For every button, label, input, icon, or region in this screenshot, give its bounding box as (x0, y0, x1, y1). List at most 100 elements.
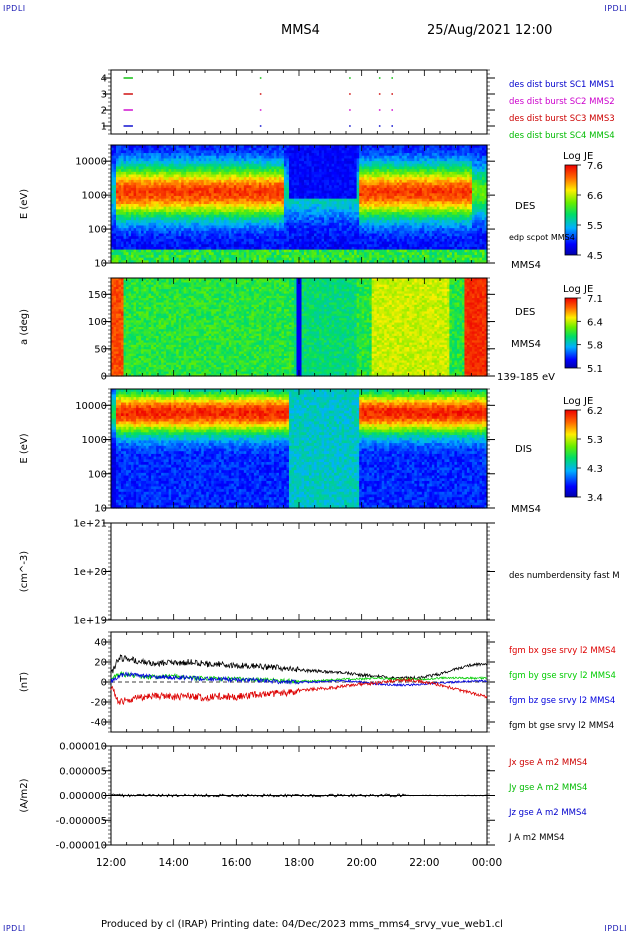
des-energy-cell (141, 244, 145, 248)
des-energy-cell (286, 233, 290, 237)
des-energy-cell (113, 230, 117, 235)
des-energy-cell (158, 166, 162, 170)
des-energy-cell (309, 187, 313, 192)
des-energy-cell (319, 193, 323, 197)
des-energy-cell (349, 230, 353, 235)
des-energy-cell (168, 217, 172, 221)
des-energy-cell (374, 254, 378, 259)
des-energy-cell (178, 153, 182, 157)
des-energy-cell (251, 187, 255, 192)
des-energy-cell (198, 230, 202, 235)
des-energy-cell (238, 201, 242, 205)
des-energy-cell (376, 233, 380, 237)
des-energy-cell (238, 204, 242, 208)
des-energy-cell (336, 209, 340, 213)
des-energy-cell (286, 244, 290, 248)
des-energy-cell (143, 198, 147, 202)
des-energy-cell (168, 238, 172, 243)
des-energy-cell (394, 177, 398, 181)
des-energy-cell (339, 169, 343, 173)
des-energy-cell (391, 220, 395, 224)
des-energy-cell (369, 155, 373, 160)
des-energy-cell (148, 163, 152, 168)
des-energy-cell (153, 174, 157, 178)
des-energy-cell (299, 201, 303, 205)
des-energy-cell (331, 209, 335, 213)
des-energy-cell (329, 254, 333, 259)
des-energy-cell (366, 249, 370, 253)
des-energy-cell (186, 145, 190, 149)
des-energy-cell (193, 182, 197, 186)
des-energy-cell (346, 257, 350, 261)
des-energy-cell (364, 198, 368, 202)
des-energy-cell (359, 209, 363, 213)
des-energy-cell (141, 217, 145, 221)
des-energy-cell (226, 198, 230, 202)
des-energy-cell (181, 161, 185, 165)
des-energy-cell (141, 195, 145, 200)
des-energy-cell (293, 212, 298, 216)
des-energy-cell (186, 171, 190, 176)
des-energy-cell (156, 193, 160, 197)
des-energy-cell (158, 145, 162, 149)
des-energy-cell (261, 201, 265, 205)
des-energy-cell (394, 195, 398, 200)
des-energy-cell (246, 217, 250, 221)
des-energy-cell (371, 195, 375, 200)
des-energy-cell (394, 171, 398, 176)
des-energy-cell (366, 222, 370, 227)
des-energy-cell (141, 246, 145, 251)
des-energy-cell (344, 179, 348, 184)
des-energy-cell (263, 254, 268, 259)
des-energy-cell (118, 228, 122, 232)
des-energy-cell (319, 225, 323, 229)
des-energy-cell (256, 166, 260, 170)
des-energy-cell (148, 169, 152, 173)
des-energy-cell (306, 249, 310, 253)
des-energy-cell (213, 217, 217, 221)
des-energy-cell (359, 150, 363, 154)
des-energy-cell (371, 244, 375, 248)
des-energy-cell (296, 169, 300, 173)
des-energy-cell (293, 182, 298, 186)
des-energy-cell (384, 145, 388, 149)
des-energy-cell (364, 193, 368, 197)
des-energy-cell (116, 166, 120, 170)
des-energy-cell (299, 204, 303, 208)
des-energy-cell (364, 249, 368, 253)
des-energy-cell (319, 195, 323, 200)
des-energy-cell (143, 220, 147, 224)
des-energy-cell (354, 204, 358, 208)
des-energy-cell (186, 249, 190, 253)
des-energy-cell (374, 238, 378, 243)
des-energy-cell (326, 238, 330, 243)
des-energy-cell (188, 158, 192, 162)
des-energy-cell (346, 150, 350, 154)
des-energy-cell (324, 217, 328, 221)
des-energy-cell (233, 209, 237, 213)
des-energy-cell (258, 155, 262, 160)
des-energy-cell (374, 241, 378, 245)
des-energy-cell (243, 147, 247, 151)
des-energy-cell (389, 209, 393, 213)
des-energy-cell (193, 187, 197, 192)
des-energy-cell (201, 177, 205, 181)
des-energy-cell (371, 182, 375, 186)
des-energy-cell (384, 217, 388, 221)
des-energy-cell (261, 214, 265, 219)
des-energy-cell (163, 147, 167, 151)
des-energy-cell (329, 198, 333, 202)
des-energy-cell (123, 233, 127, 237)
des-energy-cell (296, 193, 300, 197)
des-energy-cell (236, 195, 240, 200)
des-energy-cell (334, 193, 338, 197)
des-energy-cell (118, 217, 122, 221)
des-energy-cell (356, 195, 360, 200)
des-energy-cell (299, 150, 303, 154)
des-energy-cell (183, 254, 187, 259)
des-energy-cell (311, 228, 315, 232)
des-energy-cell (321, 241, 325, 245)
des-energy-cell (253, 238, 257, 243)
des-energy-cell (309, 244, 313, 248)
des-energy-cell (201, 209, 205, 213)
